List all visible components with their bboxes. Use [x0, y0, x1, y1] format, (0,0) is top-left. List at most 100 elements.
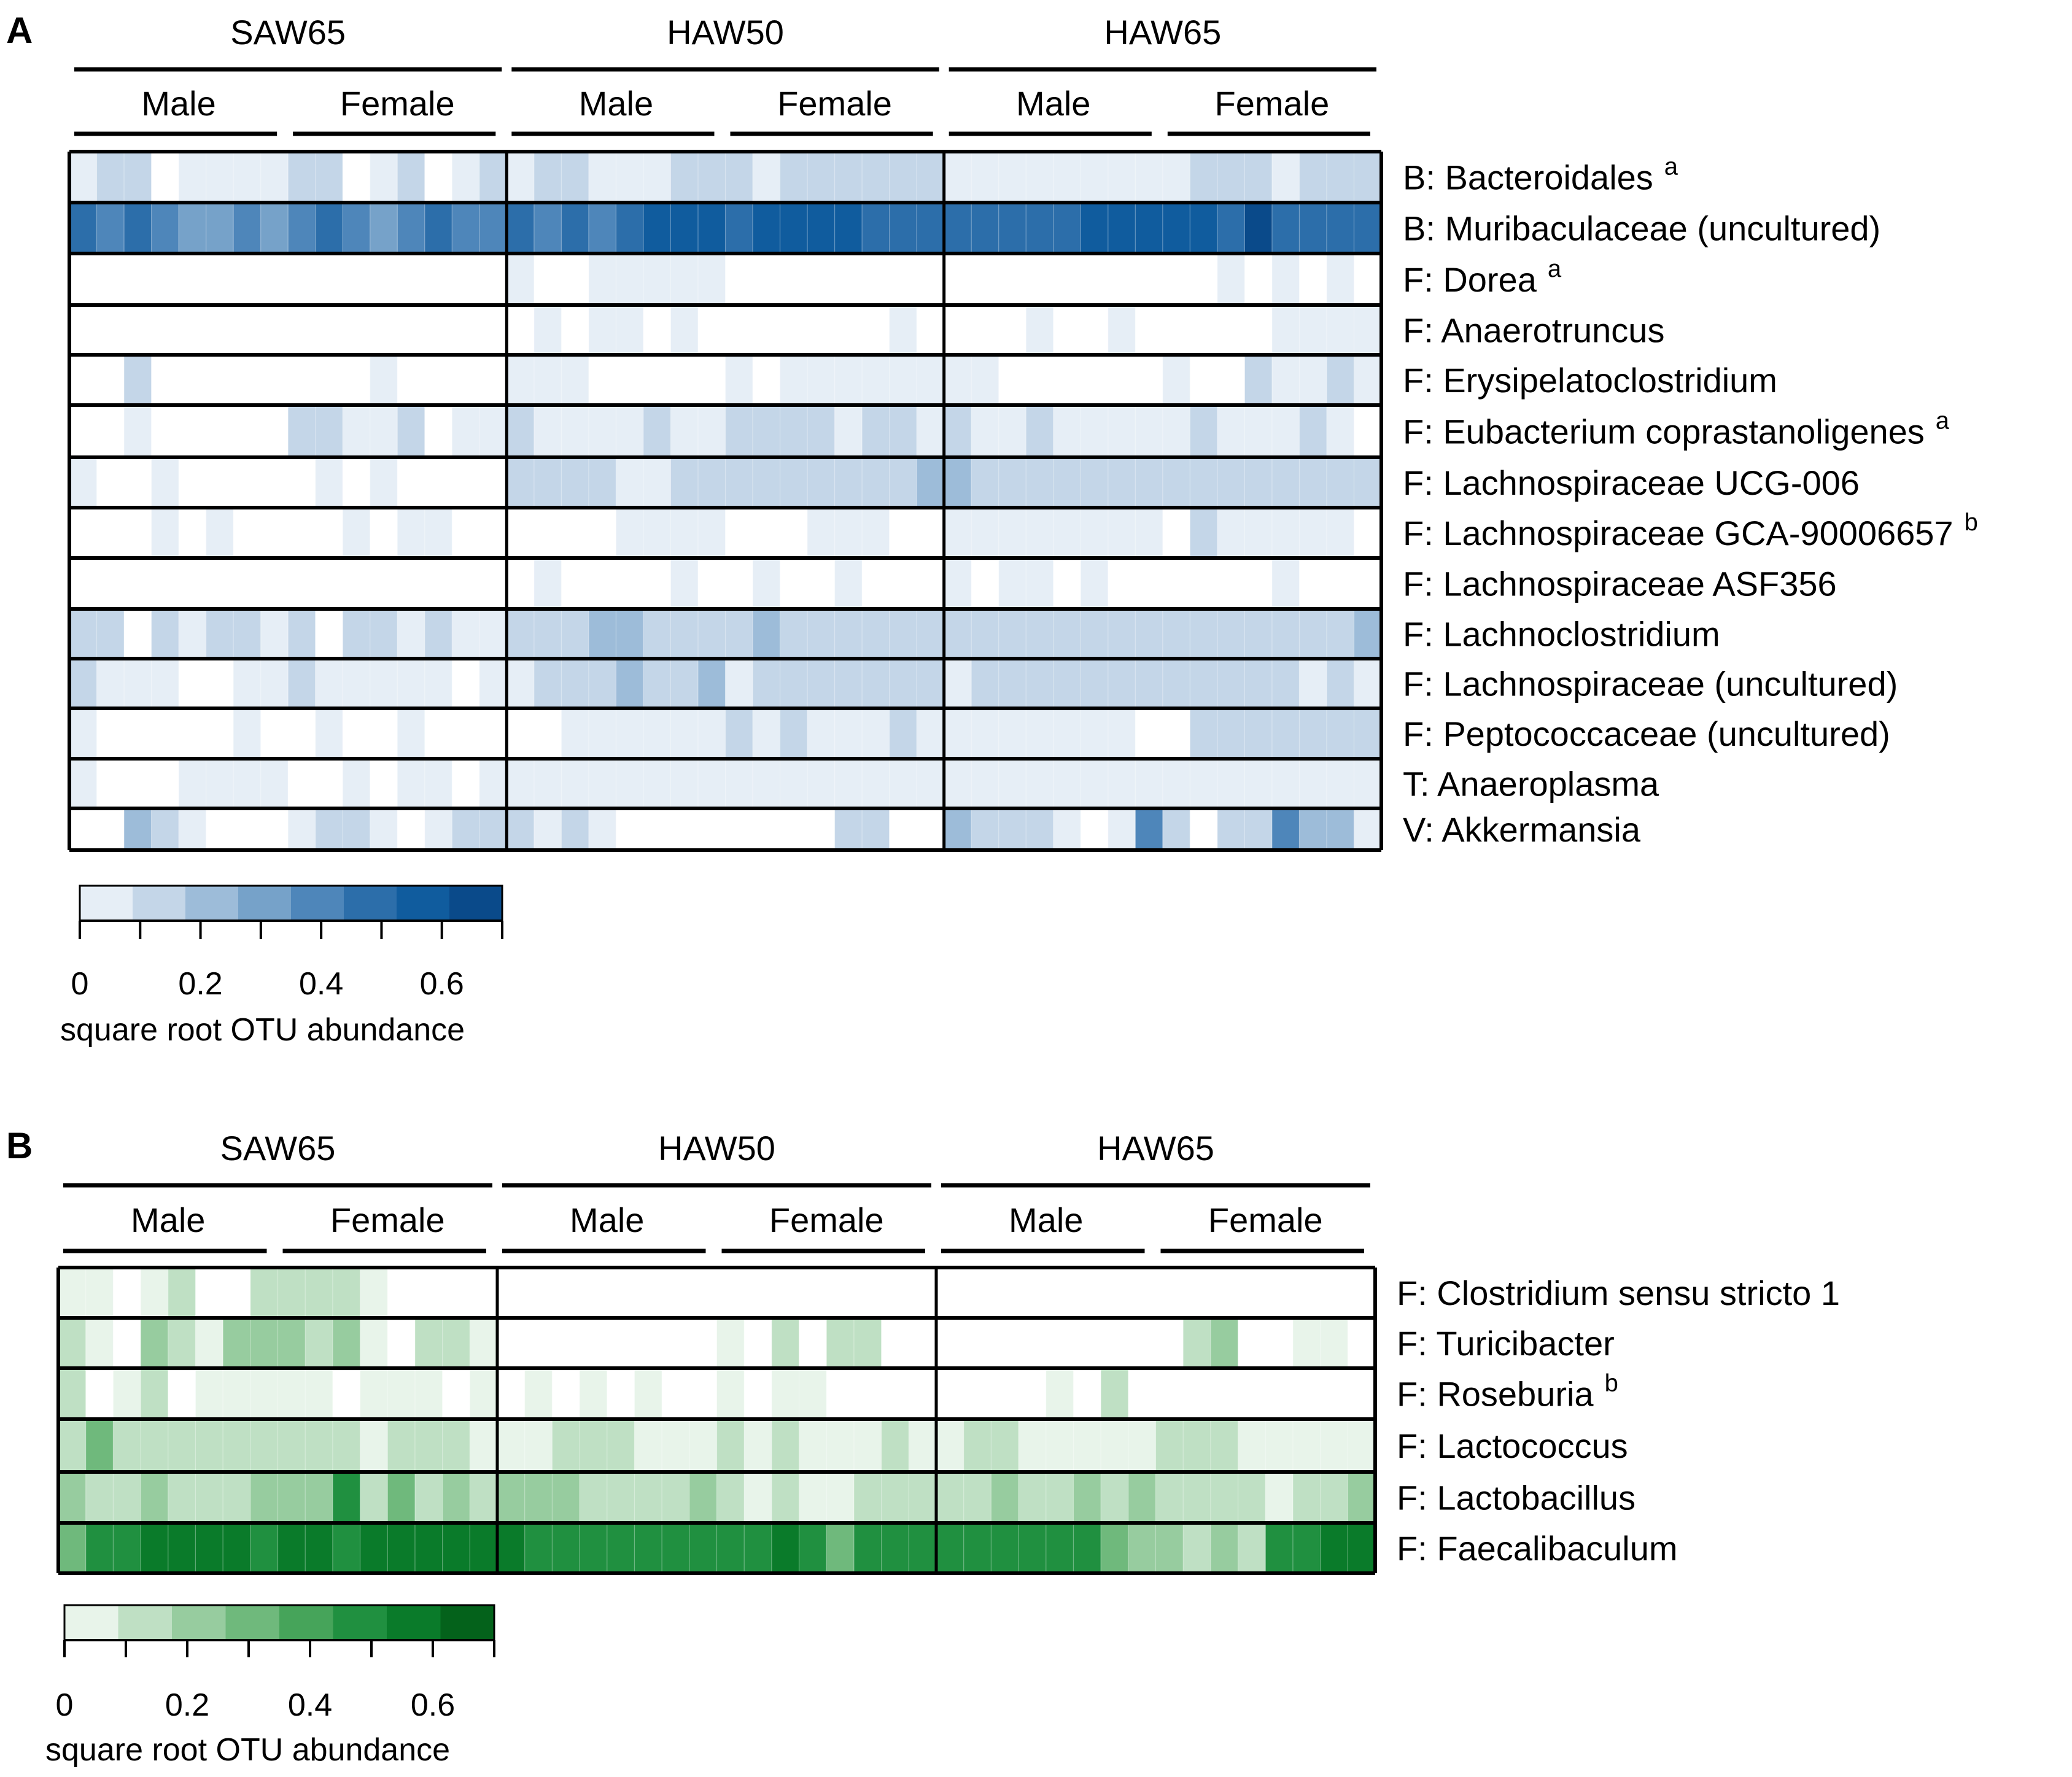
heatmap-cell	[69, 203, 98, 254]
heatmap-cell	[1108, 203, 1136, 254]
heatmap-cell	[151, 305, 179, 355]
heatmap-cell	[1162, 305, 1190, 355]
heatmap-cell	[725, 152, 753, 203]
heatmap-cell	[1354, 305, 1382, 355]
heatmap-cell	[124, 609, 152, 659]
heatmap-cell	[141, 1318, 169, 1368]
heatmap-cell	[277, 1419, 306, 1472]
heatmap-cell	[1081, 457, 1109, 508]
heatmap-cell	[971, 508, 999, 558]
heatmap-cell	[944, 152, 972, 203]
heatmap-cell	[497, 1419, 526, 1472]
heatmap-cell	[834, 355, 863, 405]
heatmap-cell	[1108, 405, 1136, 457]
heatmap-cell	[944, 203, 972, 254]
heatmap-cell	[670, 457, 699, 508]
heatmap-cell	[917, 254, 945, 305]
heatmap-cell	[195, 1318, 223, 1368]
heatmap-cell	[1348, 1419, 1376, 1472]
heatmap-cell	[753, 759, 781, 808]
heatmap-cell	[206, 355, 234, 405]
heatmap-cell	[1081, 759, 1109, 808]
heatmap-cell	[963, 1472, 991, 1523]
heatmap-cell	[1299, 808, 1327, 850]
heatmap-cell	[991, 1318, 1019, 1368]
heatmap-cell	[799, 1419, 827, 1472]
heatmap-cell	[580, 1472, 608, 1523]
heatmap-cell	[206, 405, 234, 457]
heatmap-cell	[113, 1318, 141, 1368]
heatmap-cell	[288, 708, 316, 759]
heatmap-cell	[96, 355, 125, 405]
heatmap-cell	[497, 1523, 526, 1573]
heatmap-cell	[725, 808, 753, 850]
heatmap-cell	[716, 1472, 745, 1523]
heatmap-cell	[780, 305, 808, 355]
heatmap-cell	[195, 1368, 223, 1419]
heatmap-cell	[697, 457, 726, 508]
heatmap-cell	[360, 1368, 388, 1419]
heatmap-cell	[288, 152, 316, 203]
heatmap-cell	[662, 1268, 690, 1318]
heatmap-cell	[397, 558, 425, 609]
heatmap-cell	[1155, 1419, 1184, 1472]
heatmap-cell	[1292, 1523, 1321, 1573]
heatmap-cell	[151, 152, 179, 203]
row-label: B: Bacteroidales a	[1403, 153, 1678, 197]
heatmap-cell	[506, 152, 535, 203]
heatmap-cell	[260, 558, 289, 609]
heatmap-cell	[124, 659, 152, 708]
heatmap-cell	[1217, 609, 1245, 659]
heatmap-cell	[580, 1318, 608, 1368]
heatmap-cell	[195, 1268, 223, 1318]
heatmap-cell	[1108, 508, 1136, 558]
heatmap-cell	[1299, 759, 1327, 808]
heatmap-cell	[1190, 659, 1218, 708]
heatmap-cell	[753, 254, 781, 305]
heatmap-cell	[998, 254, 1026, 305]
heatmap-cell	[397, 457, 425, 508]
heatmap-cell	[58, 1419, 87, 1472]
heatmap-cell	[753, 508, 781, 558]
heatmap-cell	[643, 203, 672, 254]
heatmap-cell	[936, 1268, 964, 1318]
heatmap-cell	[588, 203, 617, 254]
heatmap-cell	[96, 152, 125, 203]
heatmap-cell	[233, 152, 262, 203]
heatmap-cell	[753, 457, 781, 508]
heatmap-cell	[607, 1523, 635, 1573]
heatmap-cell	[397, 609, 425, 659]
colorbar-tick-label: 0.2	[165, 1687, 209, 1723]
colorbar: 0 0.2 0.4 0.6 square root OTU abundance	[45, 1604, 495, 1768]
heatmap-cell	[206, 659, 234, 708]
heatmap-cell	[889, 405, 917, 457]
heatmap-cell	[113, 1268, 141, 1318]
heatmap-cell	[1238, 1318, 1266, 1368]
heatmap-cell	[1326, 708, 1355, 759]
heatmap-cell	[971, 808, 999, 850]
heatmap-cell	[1155, 1368, 1184, 1419]
heatmap-cell	[206, 457, 234, 508]
heatmap-cell	[971, 254, 999, 305]
heatmap-cell	[643, 457, 672, 508]
heatmap-cell	[971, 457, 999, 508]
heatmap-cell	[534, 355, 562, 405]
heatmap-cell	[1320, 1472, 1348, 1523]
heatmap-cell	[834, 457, 863, 508]
heatmap-cell	[753, 708, 781, 759]
heatmap-cell	[634, 1268, 662, 1318]
heatmap-cell	[1217, 405, 1245, 457]
heatmap-cell	[826, 1523, 855, 1573]
heatmap-cell	[917, 808, 945, 850]
heatmap-cell	[917, 203, 945, 254]
heatmap-cell	[1162, 609, 1190, 659]
heatmap-cell	[616, 508, 644, 558]
heatmap-cell	[151, 759, 179, 808]
heatmap-cell	[250, 1472, 279, 1523]
colorbar: 0 0.2 0.4 0.6 square root OTU abundance	[60, 885, 503, 1048]
heatmap-cell	[179, 659, 207, 708]
heatmap-cell	[1299, 305, 1327, 355]
heatmap-cell	[1244, 305, 1273, 355]
heatmap-cell	[909, 1368, 937, 1419]
heatmap-cell	[315, 609, 343, 659]
